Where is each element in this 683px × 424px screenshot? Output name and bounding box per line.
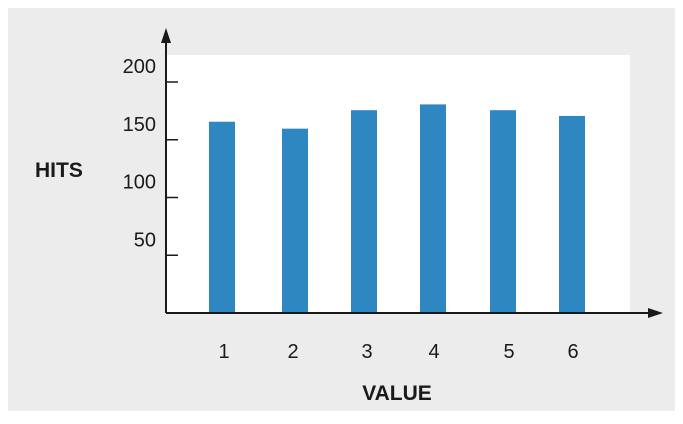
x-axis-label: VALUE <box>362 382 432 405</box>
x-tick-label: 3 <box>361 341 372 363</box>
x-tick-label: 1 <box>218 341 229 363</box>
y-axis-label: HITS <box>35 159 83 182</box>
bar-3 <box>351 110 377 313</box>
y-tick-label: 50 <box>134 229 156 251</box>
bar-5 <box>490 110 516 313</box>
bar-6 <box>559 115 585 314</box>
bar-1 <box>209 121 235 313</box>
y-tick-label: 200 <box>123 56 156 78</box>
x-axis-arrow <box>648 308 663 318</box>
bar-4 <box>420 104 446 313</box>
bars-group <box>209 104 585 314</box>
bar-2 <box>282 128 308 313</box>
y-tick-label: 100 <box>123 172 156 194</box>
y-axis-arrow <box>161 28 171 43</box>
x-tick-label: 6 <box>567 341 578 363</box>
y-tick-label: 150 <box>123 114 156 136</box>
plot-background <box>166 55 630 313</box>
x-tick-label: 5 <box>503 341 514 363</box>
x-tick-label: 2 <box>287 341 298 363</box>
y-ticks-group: 50 100 150 200 <box>123 56 178 256</box>
x-tick-label: 4 <box>428 341 439 363</box>
x-ticks-group: 1 2 3 4 5 6 <box>218 341 578 363</box>
